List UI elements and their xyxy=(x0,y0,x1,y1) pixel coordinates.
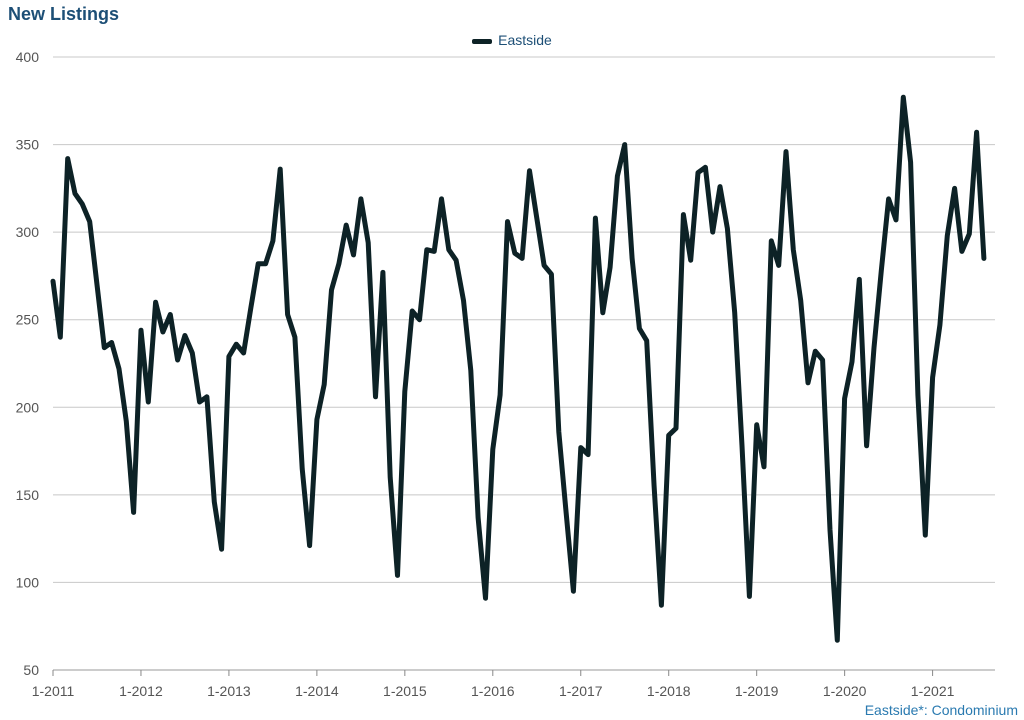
x-axis-ticks: 1-2011 1-2012 1-2013 1-2014 1-2015 1-2016 1-20… xyxy=(32,670,955,699)
legend: Eastside xyxy=(0,32,1024,48)
x-tick-label: 1-2018 xyxy=(647,683,691,699)
x-tick-label: 1-2016 xyxy=(471,683,515,699)
y-tick-label: 150 xyxy=(16,487,40,503)
x-tick-label: 1-2012 xyxy=(119,683,163,699)
footnote: Eastside*: Condominium xyxy=(864,702,1018,718)
x-tick-label: 1-2019 xyxy=(735,683,779,699)
x-tick-label: 1-2013 xyxy=(207,683,251,699)
series-group xyxy=(50,94,987,643)
y-tick-label: 200 xyxy=(16,399,40,415)
y-tick-label: 350 xyxy=(16,137,40,153)
y-tick-label: 100 xyxy=(16,574,40,590)
x-tick-label: 1-2015 xyxy=(383,683,427,699)
x-tick-label: 1-2014 xyxy=(295,683,339,699)
y-tick-label: 300 xyxy=(16,224,40,240)
y-tick-label: 50 xyxy=(23,662,39,678)
x-tick-label: 1-2020 xyxy=(823,683,867,699)
y-tick-label: 400 xyxy=(16,49,40,65)
y-axis-ticks: 50 100 150 200 250 300 350 400 xyxy=(16,49,40,678)
legend-swatch xyxy=(472,38,493,44)
x-tick-label: 1-2017 xyxy=(559,683,603,699)
series-line-eastside xyxy=(50,94,987,643)
y-tick-label: 250 xyxy=(16,312,40,328)
x-tick-label: 1-2021 xyxy=(911,683,955,699)
chart-title: New Listings xyxy=(8,4,120,24)
x-tick-label: 1-2011 xyxy=(32,683,75,699)
legend-label: Eastside xyxy=(498,32,552,48)
